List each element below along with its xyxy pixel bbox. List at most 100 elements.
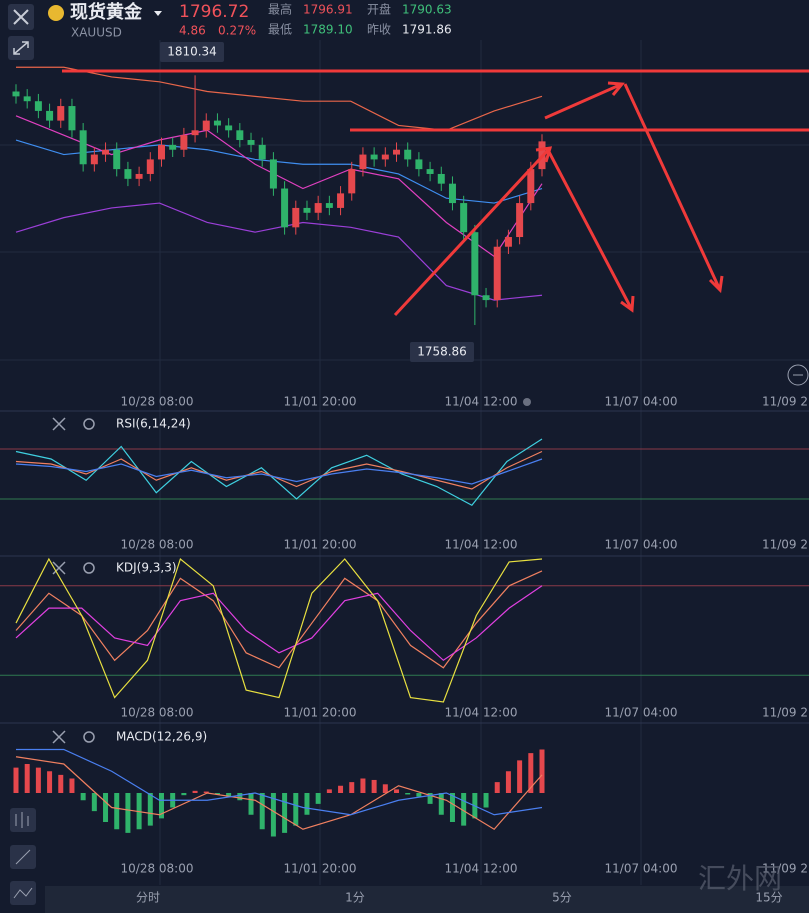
candle-body	[471, 232, 479, 296]
histogram-bar	[338, 785, 344, 793]
time-label: 11/01 20:00	[284, 862, 357, 876]
candle-body	[269, 159, 277, 189]
candle-body	[281, 188, 289, 228]
candle-body	[448, 183, 456, 204]
panel-separators	[0, 410, 809, 724]
histogram-bar	[114, 793, 120, 830]
main-chart: 10/28 08:00 11/01 20:00 11/04 12:00 11/07 0…	[12, 66, 808, 409]
tab[interactable]: 15分	[755, 891, 782, 905]
histogram-bar	[461, 793, 467, 826]
symbol: XAUUSD	[71, 26, 122, 40]
candle-body	[460, 203, 468, 233]
time-label: 11/07 04:00	[605, 706, 678, 720]
indicator-label: RSI(6,14,24)	[116, 417, 191, 431]
candle-body	[79, 130, 87, 165]
prev-close-label: 昨收	[367, 23, 391, 37]
candle-body	[437, 173, 445, 184]
histogram-bar	[304, 793, 310, 815]
indicator-line	[15, 756, 543, 831]
low: 1789.10	[303, 23, 353, 37]
candle-body	[516, 203, 524, 238]
tab-bar	[45, 886, 809, 913]
candle-body	[90, 154, 98, 165]
candle-body	[292, 207, 300, 228]
histogram-bar	[203, 791, 209, 793]
max-label: 1810.34	[167, 45, 217, 59]
time-label: 11/09 2	[762, 706, 808, 720]
instrument-name[interactable]: 现货黄金	[70, 1, 143, 23]
high-label: 最高	[268, 2, 292, 17]
candle-body	[370, 154, 378, 160]
histogram-bar	[405, 793, 411, 795]
candle-body	[381, 154, 389, 160]
histogram-bar	[505, 771, 511, 793]
indicator-label: MACD(12,26,9)	[116, 730, 207, 744]
histogram-bar	[483, 793, 489, 808]
candle-body	[191, 130, 199, 136]
open: 1790.63	[402, 3, 452, 17]
histogram-bar	[326, 789, 332, 793]
histogram-bar	[13, 767, 19, 793]
histogram-bar	[293, 793, 299, 826]
indicator-line	[15, 458, 543, 485]
candle-body	[404, 149, 412, 160]
candle-body	[180, 135, 188, 150]
histogram-bar	[47, 771, 53, 793]
time-label: 11/07 04:00	[605, 395, 678, 409]
histogram-bar	[449, 793, 455, 822]
histogram-bar	[360, 778, 366, 793]
settings-icon	[83, 418, 95, 430]
histogram-bar	[80, 793, 86, 801]
change-pct: 0.27%	[218, 24, 256, 38]
candle-body	[303, 207, 311, 213]
histogram-bar	[427, 793, 433, 804]
time-label: 11/04 12:00	[445, 706, 518, 720]
time-label: 11/07 04:00	[605, 862, 678, 876]
price: 1796.72	[179, 2, 249, 22]
histogram-bar	[214, 793, 220, 795]
candle-body	[57, 106, 65, 121]
min-label: 1758.86	[417, 345, 467, 359]
candle-body	[225, 125, 233, 131]
candle-body	[325, 203, 333, 208]
time-label: 11/01 20:00	[284, 706, 357, 720]
histogram-bar	[24, 764, 30, 793]
scroll-dot[interactable]	[523, 398, 531, 406]
time-label: 10/28 08:00	[121, 862, 194, 876]
histogram-bar	[35, 767, 41, 793]
histogram-bar	[226, 793, 232, 797]
candle-body	[314, 203, 322, 213]
candle-body	[393, 149, 401, 155]
zoom-out[interactable]	[787, 364, 809, 386]
histogram-bar	[69, 778, 75, 793]
low-label: 最低	[268, 23, 292, 37]
histogram-bar	[416, 793, 422, 797]
prev-close: 1791.86	[402, 23, 452, 37]
candle-body	[113, 149, 121, 170]
tab[interactable]: 1分	[345, 891, 365, 905]
histogram-bar	[259, 793, 265, 830]
histogram-bar	[528, 753, 534, 793]
macd-panel: MACD(12,26,9) 10/28 08:00 11/01 20:00 11/04…	[13, 730, 808, 876]
dropdown-icon[interactable]	[154, 11, 162, 16]
candle-body	[337, 193, 345, 208]
histogram-bar	[382, 784, 388, 793]
tab[interactable]: 5分	[552, 891, 572, 905]
max-label-box	[160, 42, 224, 62]
histogram-bar	[158, 793, 164, 819]
grid	[0, 40, 809, 885]
histogram-bar	[270, 793, 276, 837]
time-label: 11/09 2	[762, 538, 808, 552]
histogram-bar	[494, 782, 500, 793]
histogram-bar	[394, 789, 400, 793]
histogram-bar	[517, 760, 523, 793]
gold-icon	[48, 5, 64, 21]
candle-body	[348, 169, 356, 194]
tab[interactable]: 分时	[136, 891, 160, 905]
candle-body	[68, 106, 76, 131]
rsi-panel: RSI(6,14,24) 10/28 08:00 11/01 20:00 11/04 …	[0, 417, 809, 552]
close-icon	[52, 417, 66, 431]
settings-icon	[83, 731, 95, 743]
